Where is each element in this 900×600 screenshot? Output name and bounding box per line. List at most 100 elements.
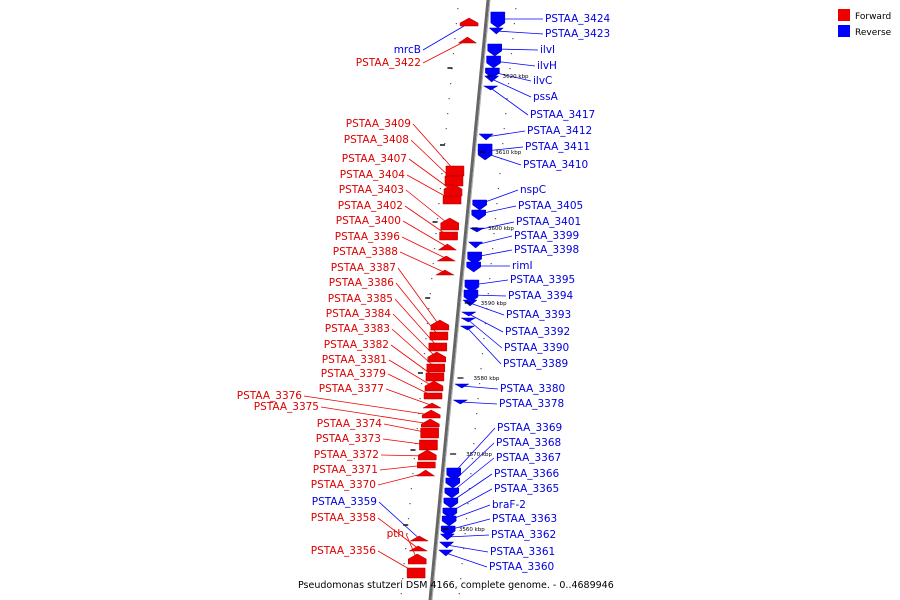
minor-tick-right bbox=[505, 113, 507, 115]
forward-gene-label: mrcB bbox=[394, 44, 421, 56]
reverse-gene-rimI bbox=[466, 261, 481, 273]
forward-gene-PSTAA_3385 bbox=[428, 342, 448, 352]
minor-tick-left bbox=[423, 353, 426, 355]
minor-tick-right bbox=[470, 473, 472, 475]
minor-tick-right bbox=[476, 413, 478, 415]
reverse-connector-PSTAA_3423 bbox=[496, 30, 544, 35]
forward-connector-PSTAA_3377 bbox=[385, 388, 433, 406]
minor-tick-left bbox=[406, 533, 408, 535]
minor-tick-right bbox=[471, 458, 473, 460]
reverse-gene-label: PSTAA_3367 bbox=[496, 452, 561, 464]
minor-tick-left bbox=[435, 233, 437, 235]
forward-gene-label: PSTAA_3374 bbox=[317, 418, 383, 430]
minor-tick-right bbox=[484, 323, 486, 325]
forward-gene-PSTAA_3388 bbox=[434, 269, 455, 276]
forward-connector-PSTAA_3375 bbox=[320, 406, 431, 425]
minor-tick-right bbox=[513, 23, 515, 25]
reverse-gene-PSTAA_3405 bbox=[471, 209, 486, 221]
forward-gene-label: PSTAA_3409 bbox=[346, 118, 411, 130]
forward-gene-label: PSTAA_3388 bbox=[333, 246, 398, 258]
forward-gene-pth bbox=[408, 553, 427, 565]
reverse-gene-label: PSTAA_3390 bbox=[504, 342, 569, 354]
forward-gene-PSTAA_3408 bbox=[444, 175, 464, 187]
forward-gene-label: PSTAA_3422 bbox=[356, 57, 421, 69]
forward-gene-PSTAA_3359 bbox=[409, 535, 430, 542]
forward-gene-PSTAA_3381 bbox=[424, 380, 444, 392]
forward-gene-PSTAA_3384 bbox=[427, 351, 447, 363]
reverse-gene-PSTAA_3417 bbox=[482, 85, 499, 91]
forward-gene-label: PSTAA_3400 bbox=[336, 215, 401, 227]
coordinate-tick-label: 3600 kbp bbox=[488, 226, 514, 232]
minor-tick-left bbox=[405, 548, 407, 550]
reverse-connector-PSTAA_3362 bbox=[447, 534, 490, 538]
forward-gene-label: PSTAA_3375 bbox=[254, 401, 319, 413]
coordinate-tick-label: 3580 kbp bbox=[473, 376, 499, 382]
reverse-gene-label: ilvI bbox=[540, 44, 555, 56]
reverse-connector-PSTAA_3366 bbox=[450, 473, 493, 503]
minor-tick-left bbox=[436, 218, 439, 220]
minor-tick-left bbox=[431, 278, 433, 280]
reverse-gene-label: PSTAA_3362 bbox=[491, 529, 556, 541]
minor-tick-left bbox=[432, 263, 434, 265]
forward-gene-label: PSTAA_3359 bbox=[312, 496, 377, 508]
forward-gene-PSTAA_3404 bbox=[442, 195, 462, 205]
reverse-gene-nspC bbox=[472, 199, 487, 211]
forward-gene-label: PSTAA_3358 bbox=[311, 512, 376, 524]
forward-gene-PSTAA_3375 bbox=[421, 418, 440, 428]
forward-gene-PSTAA_3400 bbox=[437, 243, 458, 251]
reverse-connector-PSTAA_3417 bbox=[490, 87, 529, 116]
forward-gene-PSTAA_3407 bbox=[443, 183, 463, 197]
forward-gene-label: PSTAA_3407 bbox=[342, 153, 407, 165]
minor-tick-right bbox=[478, 383, 481, 385]
forward-gene-label: PSTAA_3386 bbox=[329, 277, 395, 289]
genome-backbone bbox=[428, 0, 490, 600]
minor-tick-right bbox=[510, 53, 513, 55]
minor-tick-right bbox=[463, 548, 465, 550]
minor-tick-left bbox=[419, 398, 421, 400]
legend-forward-swatch bbox=[838, 9, 850, 21]
minor-tick-right bbox=[493, 233, 495, 235]
forward-gene-label: PSTAA_3404 bbox=[340, 169, 406, 181]
forward-gene-PSTAA_3358 bbox=[408, 545, 429, 552]
minor-tick-left bbox=[400, 593, 402, 595]
reverse-connector-PSTAA_3369 bbox=[453, 427, 496, 474]
reverse-connector-PSTAA_3390 bbox=[468, 319, 503, 349]
genome-backbone-shade bbox=[431, 0, 491, 600]
reverse-connector-PSTAA_3361 bbox=[446, 544, 489, 553]
minor-tick-left bbox=[445, 128, 447, 130]
minor-tick-right bbox=[509, 68, 511, 70]
reverse-gene-ilvI bbox=[487, 43, 502, 57]
reverse-gene-label: PSTAA_3410 bbox=[523, 159, 588, 171]
forward-gene-PSTAA_3376 bbox=[421, 409, 441, 419]
reverse-gene-PSTAA_3398 bbox=[467, 251, 482, 265]
minor-tick-right bbox=[480, 368, 482, 370]
ticks-layer: 3620 kbp 3610 kbp 3600 kbp 3590 kbp 3580 kbp… bbox=[403, 67, 529, 533]
reverse-gene-PSTAA_3367 bbox=[444, 487, 460, 499]
coordinate-tick-label: 3610 kbp bbox=[495, 150, 521, 156]
minor-tick-right bbox=[481, 353, 484, 355]
reverse-gene-label: PSTAA_3360 bbox=[489, 561, 554, 573]
reverse-gene-label: rimI bbox=[512, 260, 533, 272]
forward-connector-PSTAA_3403 bbox=[405, 189, 450, 226]
reverse-gene-PSTAA_3362 bbox=[439, 533, 456, 541]
reverse-connector-PSTAA_3389 bbox=[467, 327, 502, 365]
reverse-gene-PSTAA_3399 bbox=[467, 241, 484, 249]
forward-gene-PSTAA_3403 bbox=[440, 217, 459, 231]
reverse-gene-label: PSTAA_3389 bbox=[503, 358, 568, 370]
minor-tick-left bbox=[413, 458, 415, 460]
forward-gene-PSTAA_3356 bbox=[406, 567, 426, 579]
minor-tick-right bbox=[467, 503, 469, 505]
reverse-gene-PSTAA_3380 bbox=[453, 383, 470, 389]
reverse-gene-label: ilvH bbox=[537, 60, 557, 72]
minor-tick-right bbox=[515, 8, 517, 10]
reverse-gene-label: PSTAA_3405 bbox=[518, 200, 583, 212]
minor-tick-left bbox=[452, 53, 455, 55]
minor-tick-right bbox=[490, 263, 492, 265]
reverse-gene-PSTAA_3389 bbox=[459, 325, 476, 331]
reverse-gene-label: pssA bbox=[533, 91, 559, 103]
forward-connector-PSTAA_3396 bbox=[401, 236, 447, 259]
minor-tick-left bbox=[449, 83, 452, 85]
minor-tick-right bbox=[473, 443, 475, 445]
forward-connector-PSTAA_3409 bbox=[412, 123, 456, 172]
minor-tick-left bbox=[444, 143, 446, 145]
